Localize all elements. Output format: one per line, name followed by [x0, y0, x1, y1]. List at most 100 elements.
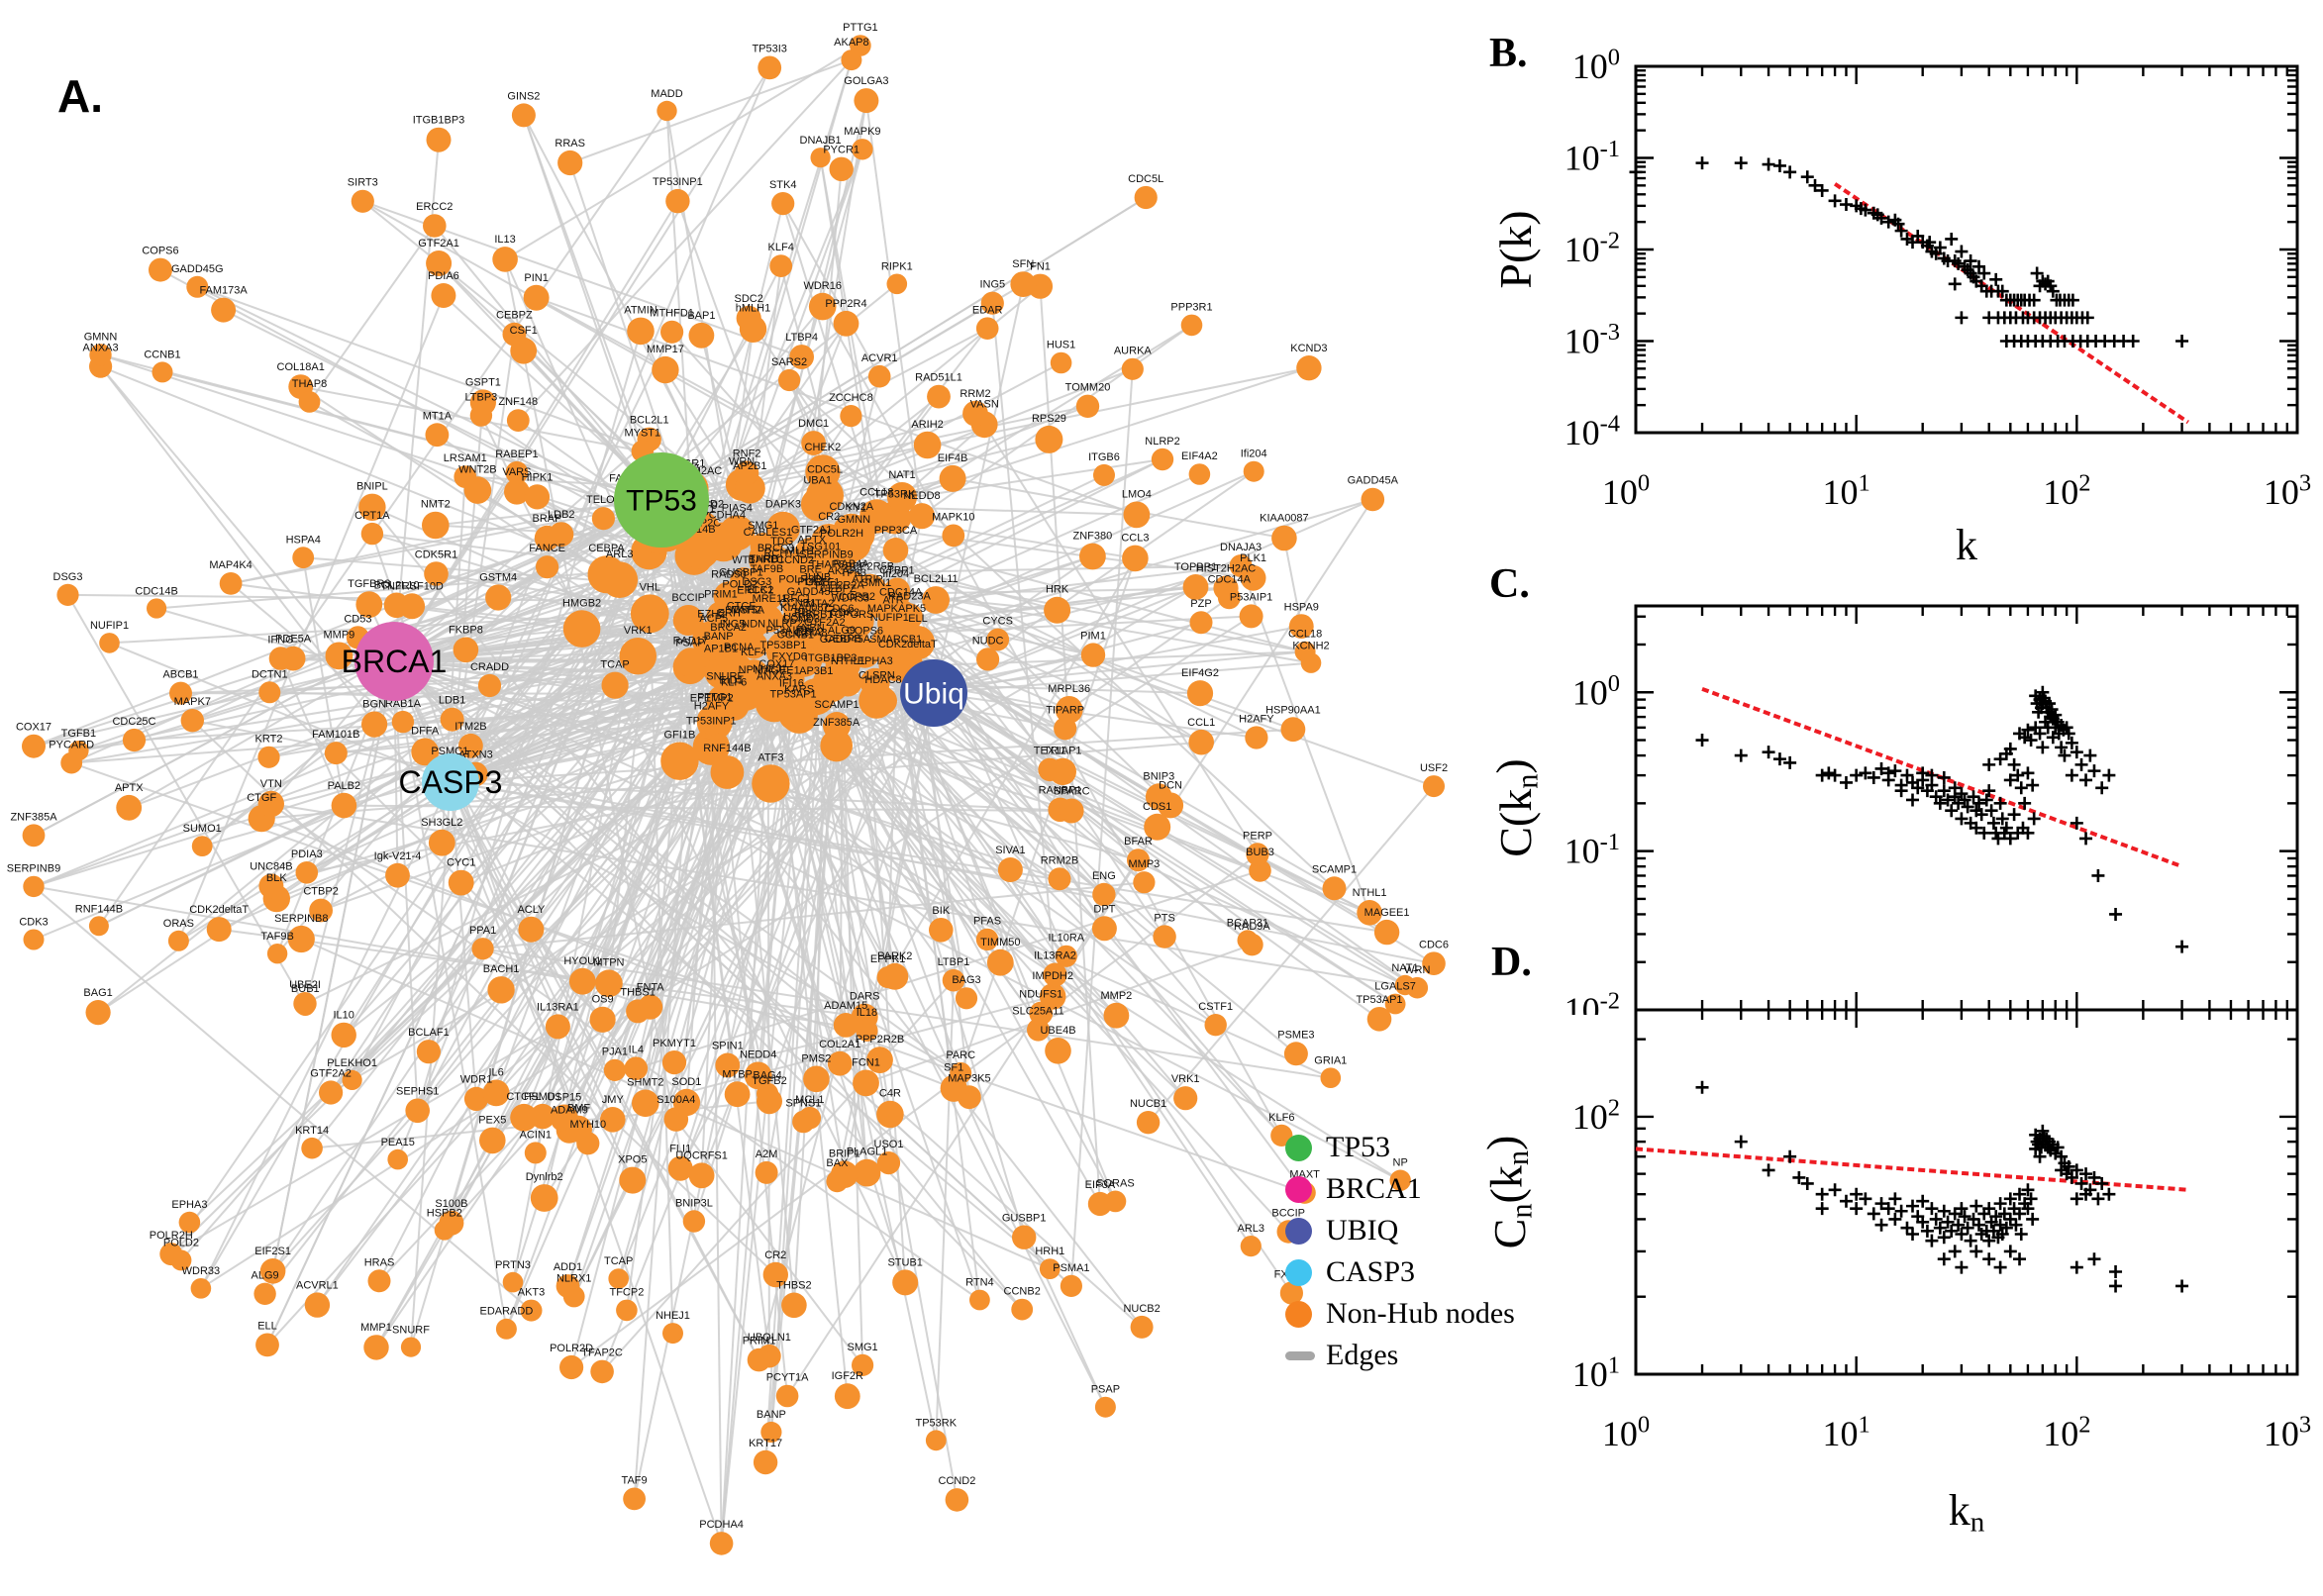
network-node[interactable] [834, 1383, 860, 1410]
network-node[interactable] [1059, 798, 1084, 824]
network-node[interactable] [568, 967, 596, 995]
network-node[interactable] [827, 1050, 853, 1076]
network-node[interactable] [416, 1040, 441, 1064]
network-node[interactable] [710, 755, 745, 789]
network-node[interactable] [469, 404, 493, 427]
network-node[interactable] [1406, 976, 1429, 999]
network-node[interactable] [1188, 729, 1214, 755]
network-node[interactable] [1246, 843, 1269, 866]
network-node[interactable] [258, 681, 281, 704]
network-node[interactable] [122, 728, 147, 752]
network-node[interactable] [565, 1115, 592, 1143]
network-node[interactable] [589, 1006, 616, 1033]
network-node[interactable] [719, 515, 756, 551]
network-node[interactable] [1422, 951, 1446, 975]
network-node[interactable] [383, 592, 410, 619]
network-node[interactable] [487, 976, 515, 1004]
network-node[interactable] [752, 764, 790, 803]
network-node[interactable] [400, 1337, 422, 1357]
network-node[interactable] [424, 561, 449, 586]
network-node[interactable] [858, 682, 895, 719]
network-node[interactable] [361, 711, 388, 738]
network-node[interactable] [1239, 604, 1263, 629]
network-node[interactable] [562, 610, 601, 648]
network-node[interactable] [760, 1421, 782, 1444]
network-node[interactable] [820, 729, 853, 762]
network-node[interactable] [295, 996, 316, 1016]
network-node[interactable] [331, 1022, 356, 1048]
network-node[interactable] [730, 567, 758, 595]
network-node[interactable] [355, 591, 383, 618]
network-node[interactable] [454, 465, 477, 488]
network-node[interactable] [479, 1127, 506, 1154]
network-node[interactable] [975, 928, 999, 951]
network-node[interactable] [1054, 717, 1077, 741]
network-node[interactable] [358, 493, 386, 521]
network-node[interactable] [789, 345, 814, 369]
network-node[interactable] [363, 1335, 389, 1360]
network-node[interactable] [505, 460, 529, 484]
network-node[interactable] [1029, 1001, 1054, 1026]
network-node[interactable] [662, 1323, 683, 1345]
network-node[interactable] [929, 918, 954, 943]
network-node[interactable] [1094, 1396, 1116, 1418]
network-node[interactable] [1240, 564, 1266, 591]
network-node[interactable] [159, 1243, 183, 1266]
network-node[interactable] [1134, 185, 1158, 210]
network-node[interactable] [945, 1488, 969, 1512]
network-node[interactable] [833, 310, 859, 337]
network-node[interactable] [886, 273, 908, 295]
network-node[interactable] [619, 638, 656, 675]
network-node[interactable] [351, 189, 374, 213]
network-node[interactable] [587, 555, 626, 594]
network-node[interactable] [878, 647, 913, 681]
network-node[interactable] [116, 794, 143, 821]
network-node[interactable] [1245, 726, 1268, 749]
network-node[interactable] [1122, 545, 1149, 572]
network-node[interactable] [630, 594, 669, 634]
network-node[interactable] [1010, 271, 1037, 297]
network-node[interactable] [837, 515, 875, 553]
network-node[interactable] [255, 1333, 279, 1357]
network-node[interactable] [523, 284, 550, 311]
network-node[interactable] [453, 637, 479, 663]
network-node[interactable] [976, 648, 1000, 671]
network-node[interactable] [697, 705, 727, 736]
network-node[interactable] [530, 1184, 558, 1212]
network-node[interactable] [426, 127, 452, 152]
network-node[interactable] [603, 1058, 627, 1081]
network-node[interactable] [1045, 1038, 1071, 1064]
network-node[interactable] [1296, 355, 1322, 381]
network-node[interactable] [23, 875, 45, 898]
network-node[interactable] [1050, 351, 1072, 374]
network-node[interactable] [1153, 925, 1176, 948]
network-node[interactable] [739, 315, 767, 343]
network-node[interactable] [1121, 357, 1144, 380]
network-node[interactable] [600, 1107, 626, 1133]
network-node[interactable] [68, 741, 89, 761]
network-node[interactable] [1039, 1258, 1060, 1279]
network-node[interactable] [1055, 696, 1083, 724]
network-node[interactable] [833, 570, 869, 607]
network-node[interactable] [852, 1353, 874, 1376]
network-node[interactable] [178, 1211, 201, 1234]
network-node[interactable] [1048, 867, 1071, 891]
network-node[interactable] [1145, 783, 1172, 811]
network-node[interactable] [803, 1065, 830, 1093]
network-node[interactable] [298, 391, 321, 413]
network-node[interactable] [1035, 425, 1063, 453]
network-node[interactable] [1384, 993, 1406, 1015]
network-node[interactable] [882, 538, 909, 563]
network-node[interactable] [56, 583, 79, 607]
network-node[interactable] [771, 192, 795, 216]
network-node[interactable] [85, 1000, 111, 1026]
network-node[interactable] [800, 584, 834, 618]
network-node[interactable] [808, 292, 837, 321]
network-node[interactable] [167, 930, 189, 951]
network-node[interactable] [866, 1047, 893, 1073]
network-node[interactable] [975, 317, 999, 341]
network-node[interactable] [325, 642, 354, 670]
network-node[interactable] [292, 547, 315, 569]
network-node[interactable] [831, 1160, 858, 1188]
network-node[interactable] [485, 584, 512, 611]
